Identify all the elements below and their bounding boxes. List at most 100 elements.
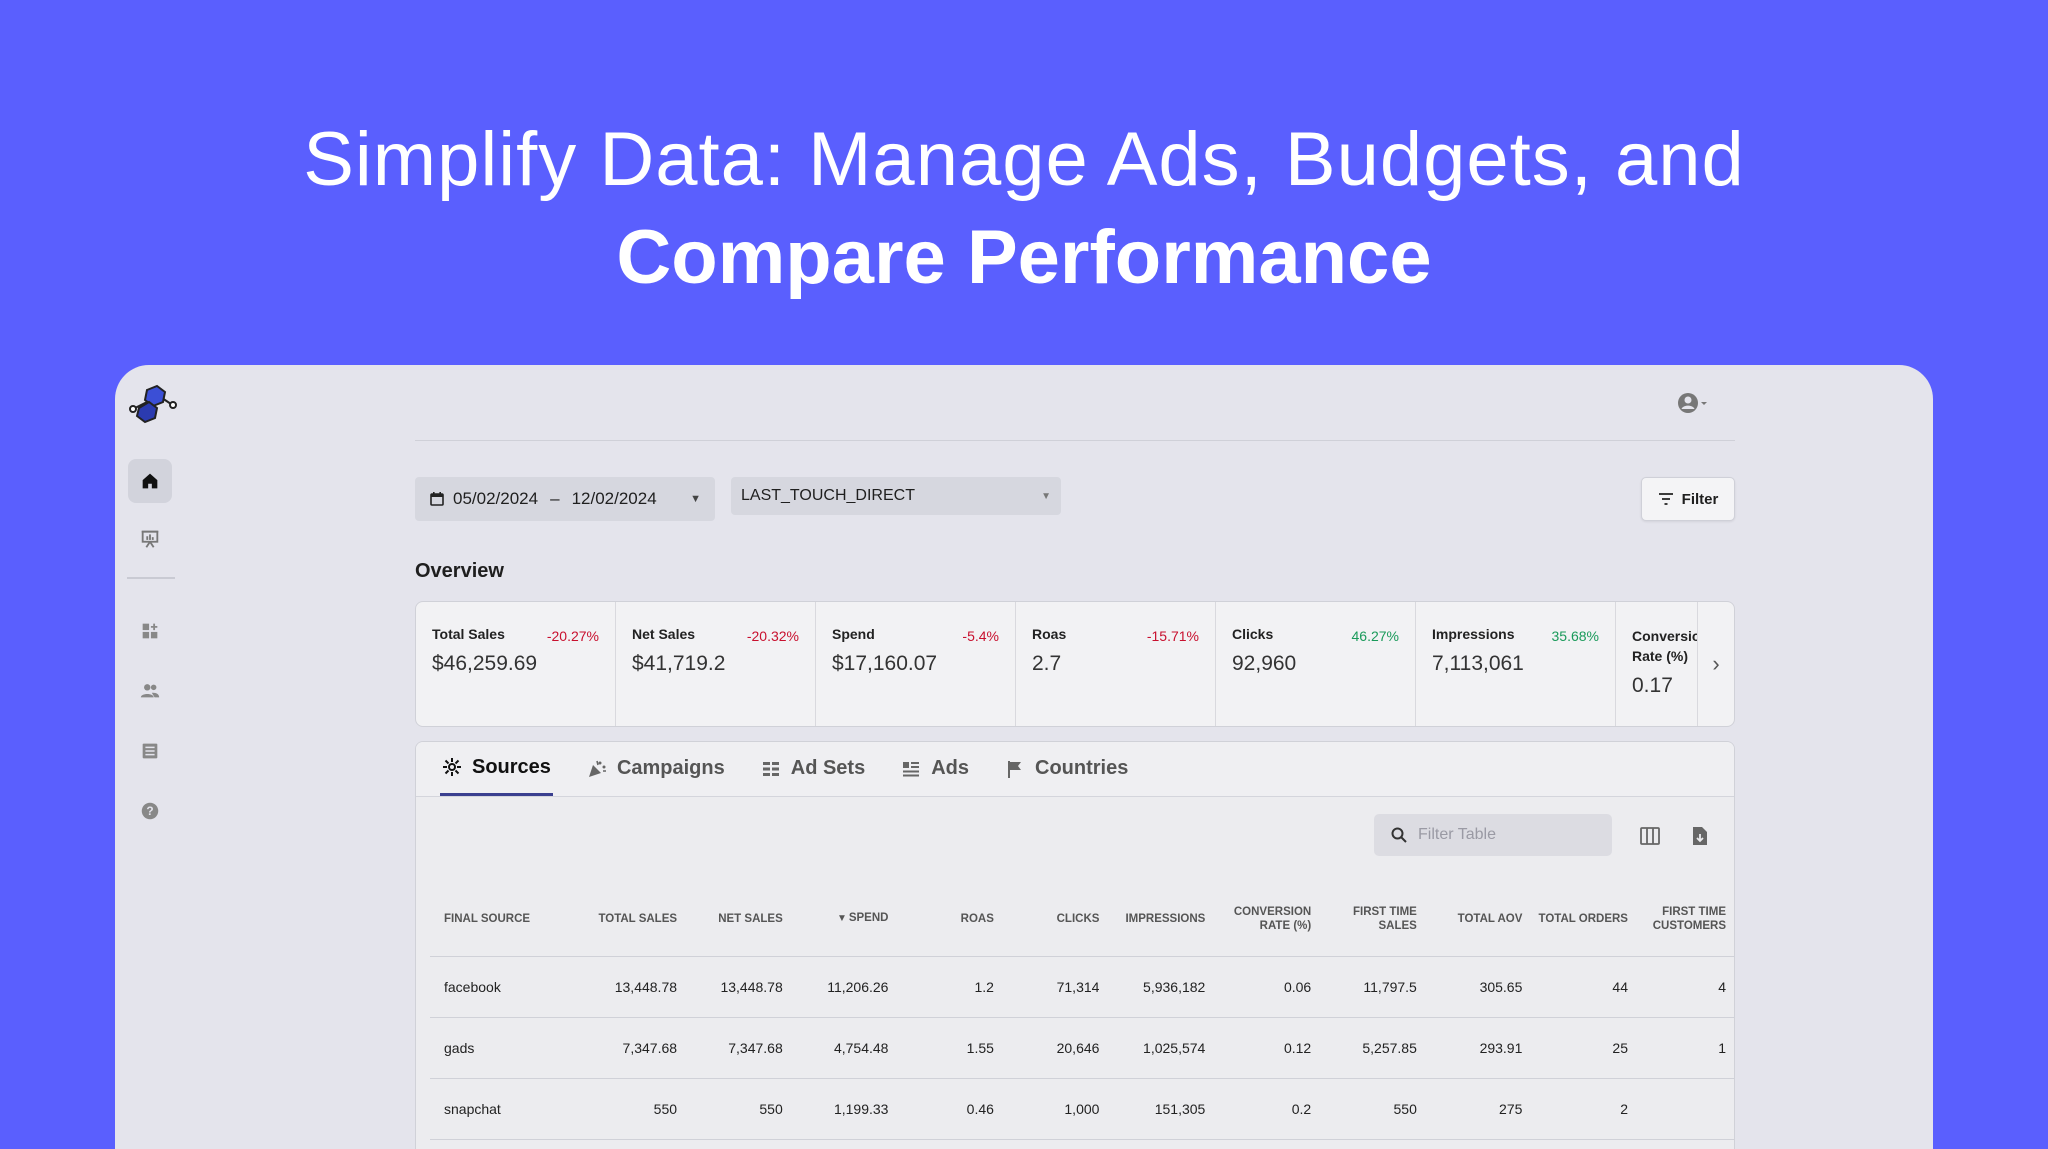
- table-cell: 1,000: [1001, 1078, 1108, 1140]
- column-header[interactable]: Clicks: [1001, 882, 1108, 957]
- columns-button[interactable]: [1638, 824, 1662, 848]
- kpi-change: -20.27%: [546, 628, 599, 644]
- kpi-label: Conversion Rate (%): [1632, 628, 1697, 664]
- column-header-label: Net Sales: [718, 912, 783, 925]
- logo-icon[interactable]: [127, 382, 179, 426]
- table-cell: 550: [579, 1078, 686, 1140]
- table-cell: 305.65: [1424, 956, 1531, 1018]
- attribution-model-select[interactable]: LAST_TOUCH_DIRECT ▼: [731, 477, 1061, 515]
- table-cell: 7,347.68: [685, 1017, 791, 1079]
- hero-heading: Simplify Data: Manage Ads, Budgets, and …: [0, 112, 2048, 308]
- table-header-row: Final Source Total Sales Net Sales ▼ Spen…: [430, 882, 1734, 957]
- top-bar: [415, 365, 1735, 441]
- column-header[interactable]: Net Sales: [685, 882, 791, 957]
- kpi-label: Spend: [832, 626, 875, 642]
- chevron-right-icon: ›: [1712, 651, 1720, 676]
- main-content: 05/02/2024 – 12/02/2024 ▼ LAST_TOUCH_DIR…: [415, 365, 1735, 1149]
- help-icon: ?: [141, 802, 159, 820]
- hero-line-1: Simplify Data: Manage Ads, Budgets, and: [303, 117, 1745, 202]
- ad-sets-icon: [762, 761, 779, 776]
- dashboard-add-icon: [142, 623, 158, 639]
- column-header[interactable]: First Time Customers: [1635, 882, 1734, 957]
- sources-table: Final Source Total Sales Net Sales ▼ Spen…: [430, 882, 1734, 1140]
- table-cell: 11,206.26: [790, 956, 897, 1018]
- table-cell: 1,199.33: [790, 1078, 897, 1140]
- kpi-card[interactable]: Net Sales -20.32% $41,719.2: [616, 602, 816, 726]
- sort-desc-icon: ▼: [836, 913, 847, 925]
- user-menu-button[interactable]: [1675, 390, 1711, 416]
- table-row[interactable]: facebook 13,448.78 13,448.78 11,206.26 1…: [430, 956, 1734, 1018]
- column-header[interactable]: Impressions: [1107, 882, 1214, 957]
- table-cell: 25: [1530, 1017, 1636, 1079]
- tab-ads[interactable]: Ads: [899, 742, 971, 796]
- table-cell: 1.55: [896, 1017, 1002, 1079]
- tab-label: Ads: [931, 757, 970, 779]
- table-cell: 275: [1424, 1078, 1531, 1140]
- filter-button-label: Filter: [1681, 490, 1719, 508]
- filter-icon: [1658, 493, 1673, 505]
- chevron-down-icon: ▼: [690, 493, 701, 505]
- kpi-label: Clicks: [1232, 626, 1274, 642]
- tab-ad-sets[interactable]: Ad Sets: [759, 742, 867, 796]
- table-filter-placeholder: Filter Table: [1418, 826, 1496, 843]
- column-header[interactable]: Total Sales: [579, 882, 686, 957]
- table-cell: facebook: [430, 956, 580, 1018]
- column-header[interactable]: Total Orders: [1530, 882, 1636, 957]
- column-header-sorted[interactable]: ▼ Spend: [790, 882, 897, 957]
- kpi-card[interactable]: Total Sales -20.27% $46,259.69: [416, 602, 616, 726]
- kpi-value: $17,160.07: [832, 652, 938, 675]
- tab-label: Countries: [1035, 757, 1129, 779]
- kpi-card[interactable]: Conversion Rate (%) 0.17: [1616, 602, 1698, 726]
- tab-countries[interactable]: Countries: [1003, 742, 1130, 796]
- nav-reports-button[interactable]: [128, 729, 172, 773]
- export-button[interactable]: [1688, 824, 1712, 848]
- table-cell: 20,646: [1001, 1017, 1108, 1079]
- column-header[interactable]: Final Source: [430, 882, 580, 957]
- table-cell: 550: [1319, 1078, 1425, 1140]
- ads-icon: [903, 761, 920, 776]
- kpi-label: Impressions: [1432, 626, 1515, 642]
- nav-customers-button[interactable]: [128, 669, 172, 713]
- nav-help-button[interactable]: ?: [128, 789, 172, 833]
- table-cell: 0.12: [1213, 1017, 1320, 1079]
- column-header-label: Total AOV: [1457, 912, 1523, 925]
- breakdown-table-card: Sources Campaigns Ad Sets Ads Countries: [415, 741, 1735, 1149]
- table-filter-input[interactable]: Filter Table: [1374, 814, 1612, 856]
- kpi-card[interactable]: Roas -15.71% 2.7: [1016, 602, 1216, 726]
- table-tools: Filter Table: [1374, 814, 1734, 858]
- column-header[interactable]: Conversion Rate (%): [1213, 882, 1320, 957]
- kpi-card[interactable]: Spend -5.4% $17,160.07: [816, 602, 1016, 726]
- table-cell: [1635, 1078, 1734, 1140]
- table-cell: 13,448.78: [579, 956, 686, 1018]
- kpi-value: 0.17: [1632, 674, 1673, 697]
- table-cell: 0.2: [1213, 1078, 1320, 1140]
- kpi-next-button[interactable]: ›: [1698, 602, 1734, 726]
- svg-text:?: ?: [146, 804, 153, 818]
- kpi-value: 92,960: [1232, 652, 1297, 675]
- kpi-card[interactable]: Impressions 35.68% 7,113,061: [1416, 602, 1616, 726]
- chevron-down-icon: ▼: [1041, 490, 1051, 502]
- kpi-change: 46.27%: [1351, 628, 1399, 644]
- app-window: ? 05/02/2024 – 12/02/2024 ▼: [115, 365, 1933, 1149]
- column-header-label: Conversion Rate (%): [1233, 905, 1312, 932]
- tab-campaigns[interactable]: Campaigns: [585, 742, 727, 796]
- nav-dashboard-button[interactable]: [128, 609, 172, 653]
- nav-presentation-button[interactable]: [128, 517, 172, 561]
- filter-button[interactable]: Filter: [1641, 477, 1735, 521]
- table-cell: 1: [1635, 1017, 1734, 1079]
- tab-sources[interactable]: Sources: [440, 742, 553, 796]
- table-row[interactable]: snapchat 550 550 1,199.33 0.46 1,000 151…: [430, 1078, 1734, 1140]
- column-header[interactable]: Roas: [896, 882, 1002, 957]
- table-row[interactable]: gads 7,347.68 7,347.68 4,754.48 1.55 20,…: [430, 1017, 1734, 1079]
- table-cell: 4: [1635, 956, 1734, 1018]
- date-range-picker[interactable]: 05/02/2024 – 12/02/2024 ▼: [415, 477, 715, 521]
- date-start: 05/02/2024: [453, 489, 539, 508]
- kpi-card[interactable]: Clicks 46.27% 92,960: [1216, 602, 1416, 726]
- tab-label: Campaigns: [616, 757, 725, 779]
- column-header[interactable]: Total AOV: [1424, 882, 1531, 957]
- nav-home-button[interactable]: [128, 459, 172, 503]
- column-header[interactable]: First Time Sales: [1319, 882, 1425, 957]
- countries-icon: [1008, 760, 1022, 778]
- home-icon: [142, 473, 158, 489]
- column-header-label: First Time Sales: [1352, 905, 1417, 932]
